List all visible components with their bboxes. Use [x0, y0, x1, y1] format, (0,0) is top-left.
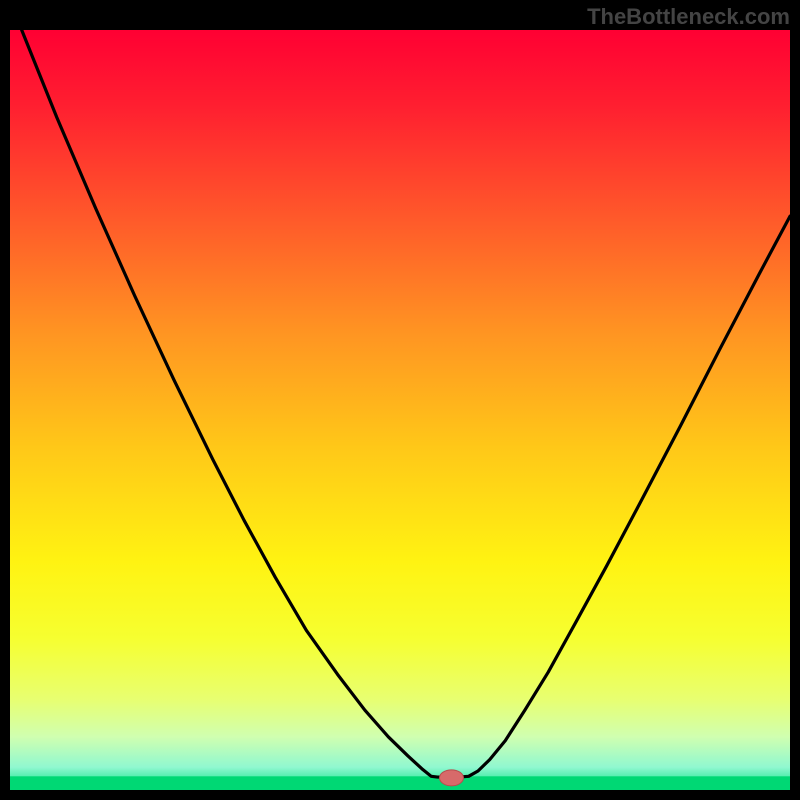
watermark-text: TheBottleneck.com [587, 4, 790, 30]
optimal-marker [439, 770, 463, 786]
bottleneck-chart: TheBottleneck.com [0, 0, 800, 800]
green-bar [10, 776, 790, 790]
chart-svg [0, 0, 800, 800]
plot-background [10, 30, 790, 790]
